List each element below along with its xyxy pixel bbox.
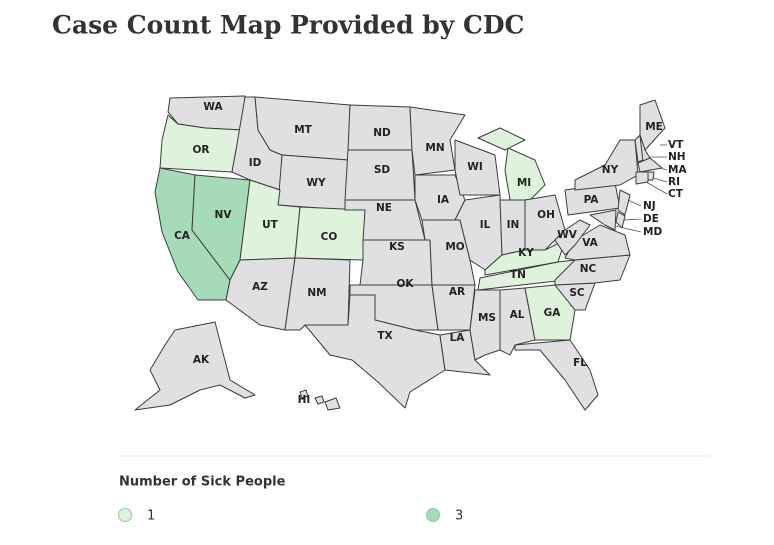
state-label: IA — [437, 194, 450, 206]
state-label: SD — [374, 164, 391, 176]
state-label: TN — [510, 269, 526, 281]
state-label: ME — [645, 121, 663, 133]
state — [589, 209, 617, 231]
state-label: NE — [376, 202, 392, 214]
state — [514, 339, 599, 411]
state-label: NY — [602, 164, 619, 176]
state-label: MT — [294, 124, 312, 136]
state — [454, 139, 501, 196]
legend-label: 1 — [147, 509, 155, 524]
state-labels: WA OR CA NV ID MT WY UT CO AZ NM ND SD N… — [174, 101, 687, 406]
state-label: FL — [573, 357, 587, 369]
callouts — [614, 144, 668, 233]
state-label: NV — [215, 209, 233, 221]
state-label: RI — [668, 176, 680, 188]
state-label: WV — [557, 229, 578, 241]
state — [635, 171, 649, 185]
state-label: WY — [306, 177, 326, 189]
state-label: GA — [544, 307, 562, 319]
state-label: MN — [425, 142, 444, 154]
state-label: LA — [450, 332, 466, 344]
state-label: AZ — [252, 281, 268, 293]
state-label: IN — [507, 219, 520, 231]
states — [134, 95, 666, 411]
state — [647, 171, 655, 181]
state — [314, 395, 325, 405]
state-label: KY — [518, 247, 534, 259]
state — [299, 389, 309, 399]
state — [477, 127, 526, 151]
state — [304, 294, 446, 409]
state-label: ND — [373, 127, 391, 139]
state-label: NJ — [643, 200, 656, 212]
state — [639, 99, 666, 151]
state — [637, 157, 663, 173]
state-label: HI — [298, 394, 311, 406]
state — [504, 147, 546, 201]
legend-label: 3 — [455, 509, 463, 524]
state-label: KS — [389, 241, 405, 253]
state-label: NM — [307, 287, 326, 299]
state-label: MO — [445, 241, 464, 253]
state-label: WI — [467, 161, 483, 173]
state-label: OR — [192, 144, 209, 156]
state — [439, 329, 491, 376]
state-label: VA — [582, 237, 598, 249]
state-label: WA — [203, 101, 223, 113]
state-label: NC — [580, 263, 597, 275]
state-label: AK — [193, 354, 210, 366]
state-label: OK — [396, 278, 414, 290]
state-label: AR — [449, 286, 465, 298]
legend-title: Number of Sick People — [119, 475, 286, 490]
state-label: CA — [174, 230, 191, 242]
state-label: VT — [668, 139, 684, 151]
legend-swatch — [426, 508, 440, 522]
state-label: UT — [262, 219, 279, 231]
state-label: SC — [569, 287, 585, 299]
legend-swatch — [118, 508, 132, 522]
state-label: DE — [643, 213, 659, 225]
state-label: CT — [668, 188, 684, 200]
state-label: ID — [249, 157, 262, 169]
state-label: MS — [478, 312, 496, 324]
state-label: MD — [643, 226, 662, 238]
state-label: AL — [510, 309, 525, 321]
state — [554, 219, 591, 256]
state-label: TX — [377, 330, 392, 342]
title: Case Count Map Provided by CDC — [52, 11, 524, 40]
state — [574, 139, 639, 191]
state-label: PA — [584, 194, 600, 206]
state — [524, 284, 576, 341]
state — [134, 321, 256, 411]
state — [484, 239, 566, 276]
state-label: CO — [321, 231, 338, 243]
state-label: OH — [537, 209, 555, 221]
state-label: MA — [668, 164, 687, 176]
state-label: IL — [480, 219, 491, 231]
state — [225, 257, 296, 331]
state — [617, 189, 631, 216]
state — [324, 397, 341, 411]
state-label: NH — [668, 151, 686, 163]
state-label: MI — [517, 177, 531, 189]
state — [469, 289, 501, 361]
